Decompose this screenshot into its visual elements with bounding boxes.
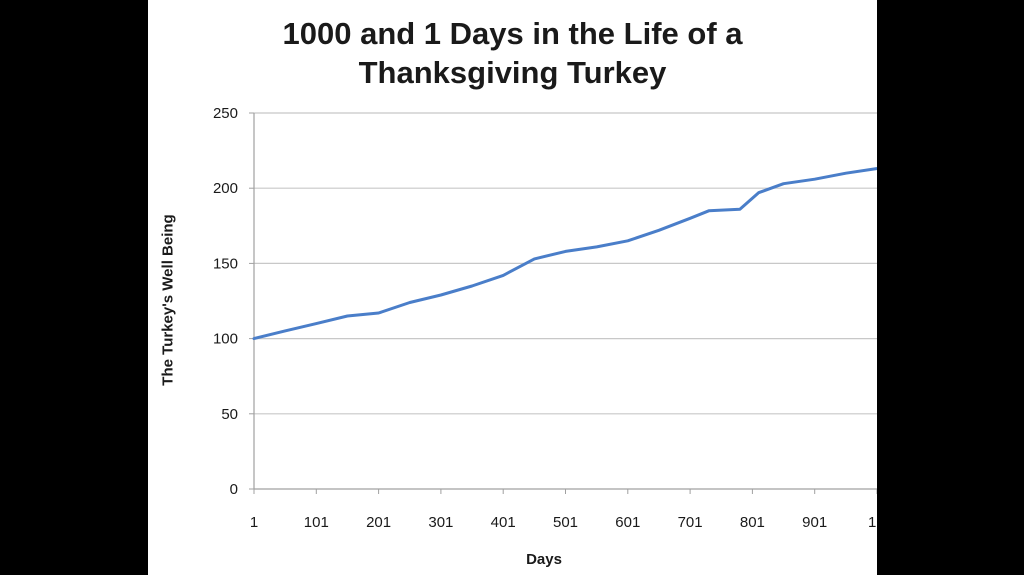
chart-title-line-2: Thanksgiving Turkey bbox=[358, 55, 667, 90]
y-tick-label: 0 bbox=[230, 481, 238, 498]
x-axis-label: Days bbox=[526, 551, 562, 568]
y-tick-label: 100 bbox=[213, 331, 238, 348]
line-chart: 0 50 100 150 200 250 1 101 201 301 401 501 601 701 801… bbox=[213, 105, 877, 531]
series-line bbox=[252, 167, 877, 341]
x-tick-label: 101 bbox=[304, 514, 329, 531]
y-tick-label: 250 bbox=[213, 105, 238, 122]
x-tick-label: 1 bbox=[250, 514, 258, 531]
x-tick-label: 501 bbox=[553, 514, 578, 531]
y-axis-label-text: The Turkey's Well Being bbox=[159, 214, 177, 386]
chart-title-line-1: 1000 and 1 Days in the Life of a bbox=[282, 16, 743, 51]
x-tick-label: 301 bbox=[428, 514, 453, 531]
x-tick-label: 201 bbox=[366, 514, 391, 531]
x-tick-label: 10 bbox=[868, 514, 877, 531]
x-tick-label: 901 bbox=[802, 514, 827, 531]
x-tick-label: 401 bbox=[491, 514, 516, 531]
chart-title: 1000 and 1 Days in the Life of a Thanksg… bbox=[148, 14, 877, 92]
y-tick-label: 50 bbox=[221, 406, 238, 423]
x-tick-label: 601 bbox=[615, 514, 640, 531]
x-tick-label: 701 bbox=[678, 514, 703, 531]
y-tick-label: 200 bbox=[213, 180, 238, 197]
x-tick-label: 801 bbox=[740, 514, 765, 531]
slide: 1000 and 1 Days in the Life of a Thanksg… bbox=[148, 0, 877, 575]
y-tick-label: 150 bbox=[213, 255, 238, 272]
